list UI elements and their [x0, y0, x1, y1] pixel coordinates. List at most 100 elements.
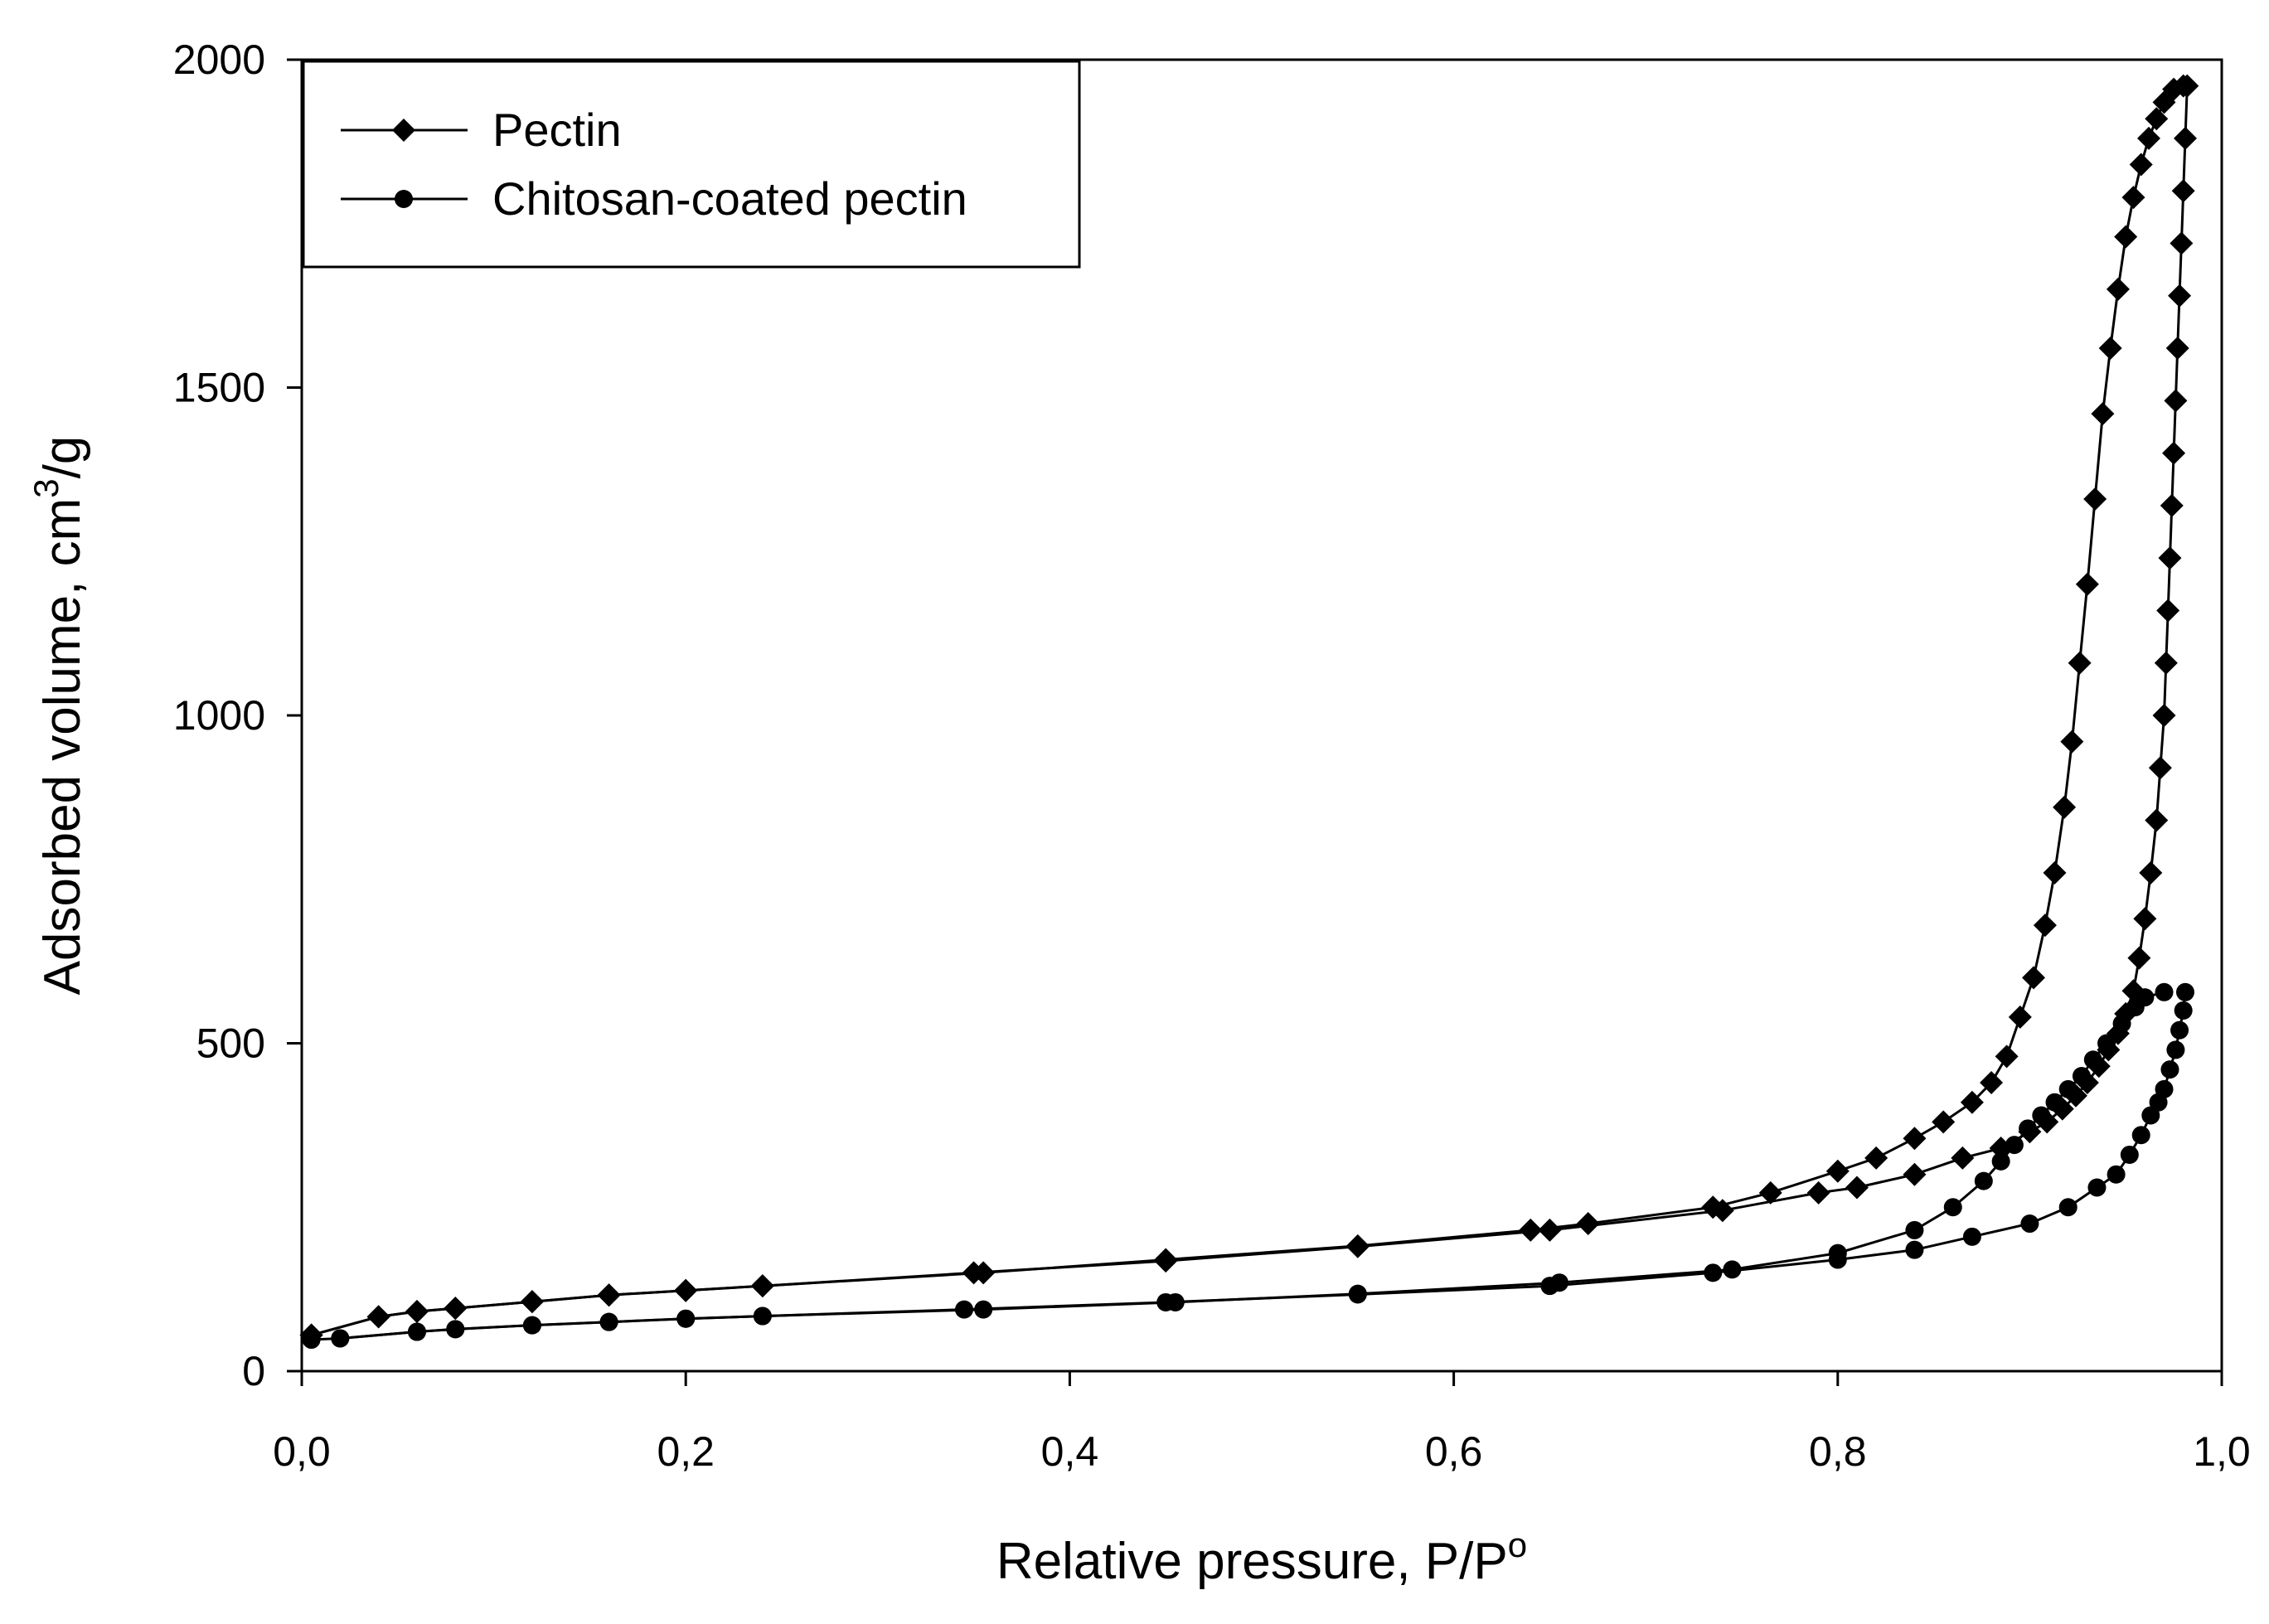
pectin-adsorption-point [1864, 1146, 1888, 1170]
pectin-desorption-point [2158, 546, 2182, 570]
pectin-adsorption-point [1576, 1212, 1600, 1236]
chitosan-desorption-point [2126, 997, 2145, 1016]
pectin-desorption-point [2148, 756, 2172, 780]
pectin-desorption-point [674, 1278, 698, 1302]
chitosan-desorption-point [974, 1300, 993, 1319]
chitosan-adsorption-point [2087, 1178, 2107, 1197]
chitosan-adsorption-point [2166, 1040, 2185, 1059]
chitosan-desorption-point [1166, 1292, 1185, 1311]
chitosan-desorption-point [2083, 1050, 2102, 1069]
chitosan-desorption-point [2032, 1106, 2051, 1125]
chitosan-adsorption-point [2120, 1145, 2139, 1164]
pectin-desorption-point [597, 1283, 621, 1307]
pectin-desorption-point [1951, 1146, 1975, 1170]
legend-chitosan-label: Chitosan-coated pectin [492, 172, 967, 225]
pectin-desorption-point [1806, 1180, 1830, 1205]
pectin-adsorption-point [1825, 1159, 1850, 1183]
pectin-desorption-point [1903, 1162, 1927, 1186]
chitosan-desorption-point [1943, 1198, 1962, 1217]
chitosan-desorption-point [1905, 1220, 1924, 1239]
chitosan-desorption-point [1348, 1284, 1367, 1303]
pectin-adsorption-point [1980, 1070, 2004, 1094]
pectin-desorption-point [2152, 704, 2176, 727]
legend: Pectin Chitosan-coated pectin [302, 60, 1081, 269]
pectin-adsorption-point [2114, 225, 2138, 249]
pectin-adsorption-point [2136, 126, 2160, 150]
chitosan-adsorption-point [2058, 1198, 2077, 1217]
pectin-desorption-point [2139, 860, 2163, 885]
pectin-adsorption-point [2043, 860, 2067, 885]
chitosan-desorption-point [522, 1316, 541, 1335]
pectin-desorption-line [311, 85, 2189, 1336]
pectin-adsorption-point [2098, 337, 2122, 361]
chitosan-desorption-point [2112, 1014, 2131, 1033]
chitosan-desorption-point [753, 1306, 772, 1326]
pectin-adsorption-point [1995, 1045, 2019, 1069]
chitosan-adsorption-point [1962, 1227, 1981, 1246]
pectin-desorption-point [2133, 907, 2157, 931]
legend-box [302, 60, 1081, 269]
pectin-desorption-point [2175, 74, 2199, 98]
x-tick-label: 0,4 [1041, 1428, 1099, 1475]
chitosan-adsorption-point [2131, 1126, 2150, 1145]
x-axis-label: Relative pressure, P/Po [996, 1525, 1527, 1590]
y-tick-label: 0 [242, 1348, 265, 1394]
chitosan-desorption-point [407, 1322, 426, 1341]
pectin-adsorption-point [2033, 914, 2057, 938]
pectin-desorption-point [2156, 599, 2180, 623]
pectin-desorption-point [2145, 808, 2169, 832]
pectin-desorption-point [2170, 231, 2194, 255]
axis-ticks: 0,0 0,2 0,4 0,6 0,8 1,0 0 500 1000 1500 2000 [173, 36, 2251, 1475]
series-lines [311, 85, 2189, 1341]
x-tick-label: 0,2 [657, 1428, 715, 1475]
chitosan-desorption-point [2005, 1136, 2024, 1155]
x-tick-label: 0,0 [273, 1428, 331, 1475]
pectin-desorption-point [2171, 179, 2195, 203]
pectin-adsorption-point [1519, 1218, 1543, 1242]
pectin-desorption-point [2168, 284, 2192, 308]
pectin-adsorption-point [1758, 1180, 1782, 1205]
chitosan-adsorption-point [2155, 1079, 2174, 1098]
y-tick-label: 1500 [173, 365, 265, 411]
chitosan-desorption-point [2097, 1034, 2116, 1053]
pectin-desorption-point [366, 1305, 390, 1329]
pectin-adsorption-point [2075, 572, 2099, 596]
chitosan-adsorption-point [955, 1300, 974, 1319]
pectin-adsorption-point [2060, 730, 2084, 754]
y-tick-label: 1000 [173, 692, 265, 739]
pectin-adsorption-line [311, 85, 2184, 1336]
pectin-desorption-point [520, 1290, 544, 1314]
chitosan-desorption-point [2072, 1067, 2091, 1086]
chitosan-desorption-point [676, 1309, 696, 1328]
pectin-desorption-point [405, 1300, 429, 1324]
pectin-desorption-point [1710, 1199, 1734, 1223]
pectin-adsorption-point [1932, 1110, 1956, 1134]
chitosan-desorption-point [2045, 1093, 2064, 1112]
series-markers [299, 74, 2199, 1350]
pectin-desorption-point [2165, 337, 2189, 361]
chitosan-desorption-point [2058, 1079, 2077, 1098]
x-tick-label: 1,0 [2193, 1428, 2251, 1475]
chitosan-desorption-point [599, 1312, 618, 1331]
pectin-adsorption-point [2145, 107, 2169, 131]
pectin-adsorption-point [2008, 1005, 2032, 1029]
pectin-desorption-point [444, 1297, 468, 1321]
x-tick-label: 0,6 [1425, 1428, 1483, 1475]
chitosan-adsorption-point [2107, 1165, 2126, 1184]
chitosan-desorption-point [446, 1320, 465, 1339]
pectin-adsorption-point [2091, 402, 2115, 426]
y-tick-label: 500 [196, 1020, 265, 1067]
pectin-desorption-point [1845, 1176, 1869, 1200]
pectin-adsorption-point [2022, 966, 2046, 990]
chitosan-desorption-point [1828, 1243, 1847, 1263]
pectin-desorption-point [2162, 441, 2186, 465]
chitosan-adsorption-point [2174, 1001, 2193, 1020]
chitosan-adsorption-point [2175, 982, 2194, 1001]
pectin-desorption-point [750, 1274, 774, 1298]
pectin-desorption-point [1154, 1249, 1178, 1273]
x-tick-label: 0,8 [1809, 1428, 1867, 1475]
pectin-adsorption-point [2053, 795, 2077, 819]
chitosan-adsorption-point [1704, 1263, 1723, 1282]
chitosan-adsorption-point [2170, 1020, 2189, 1040]
